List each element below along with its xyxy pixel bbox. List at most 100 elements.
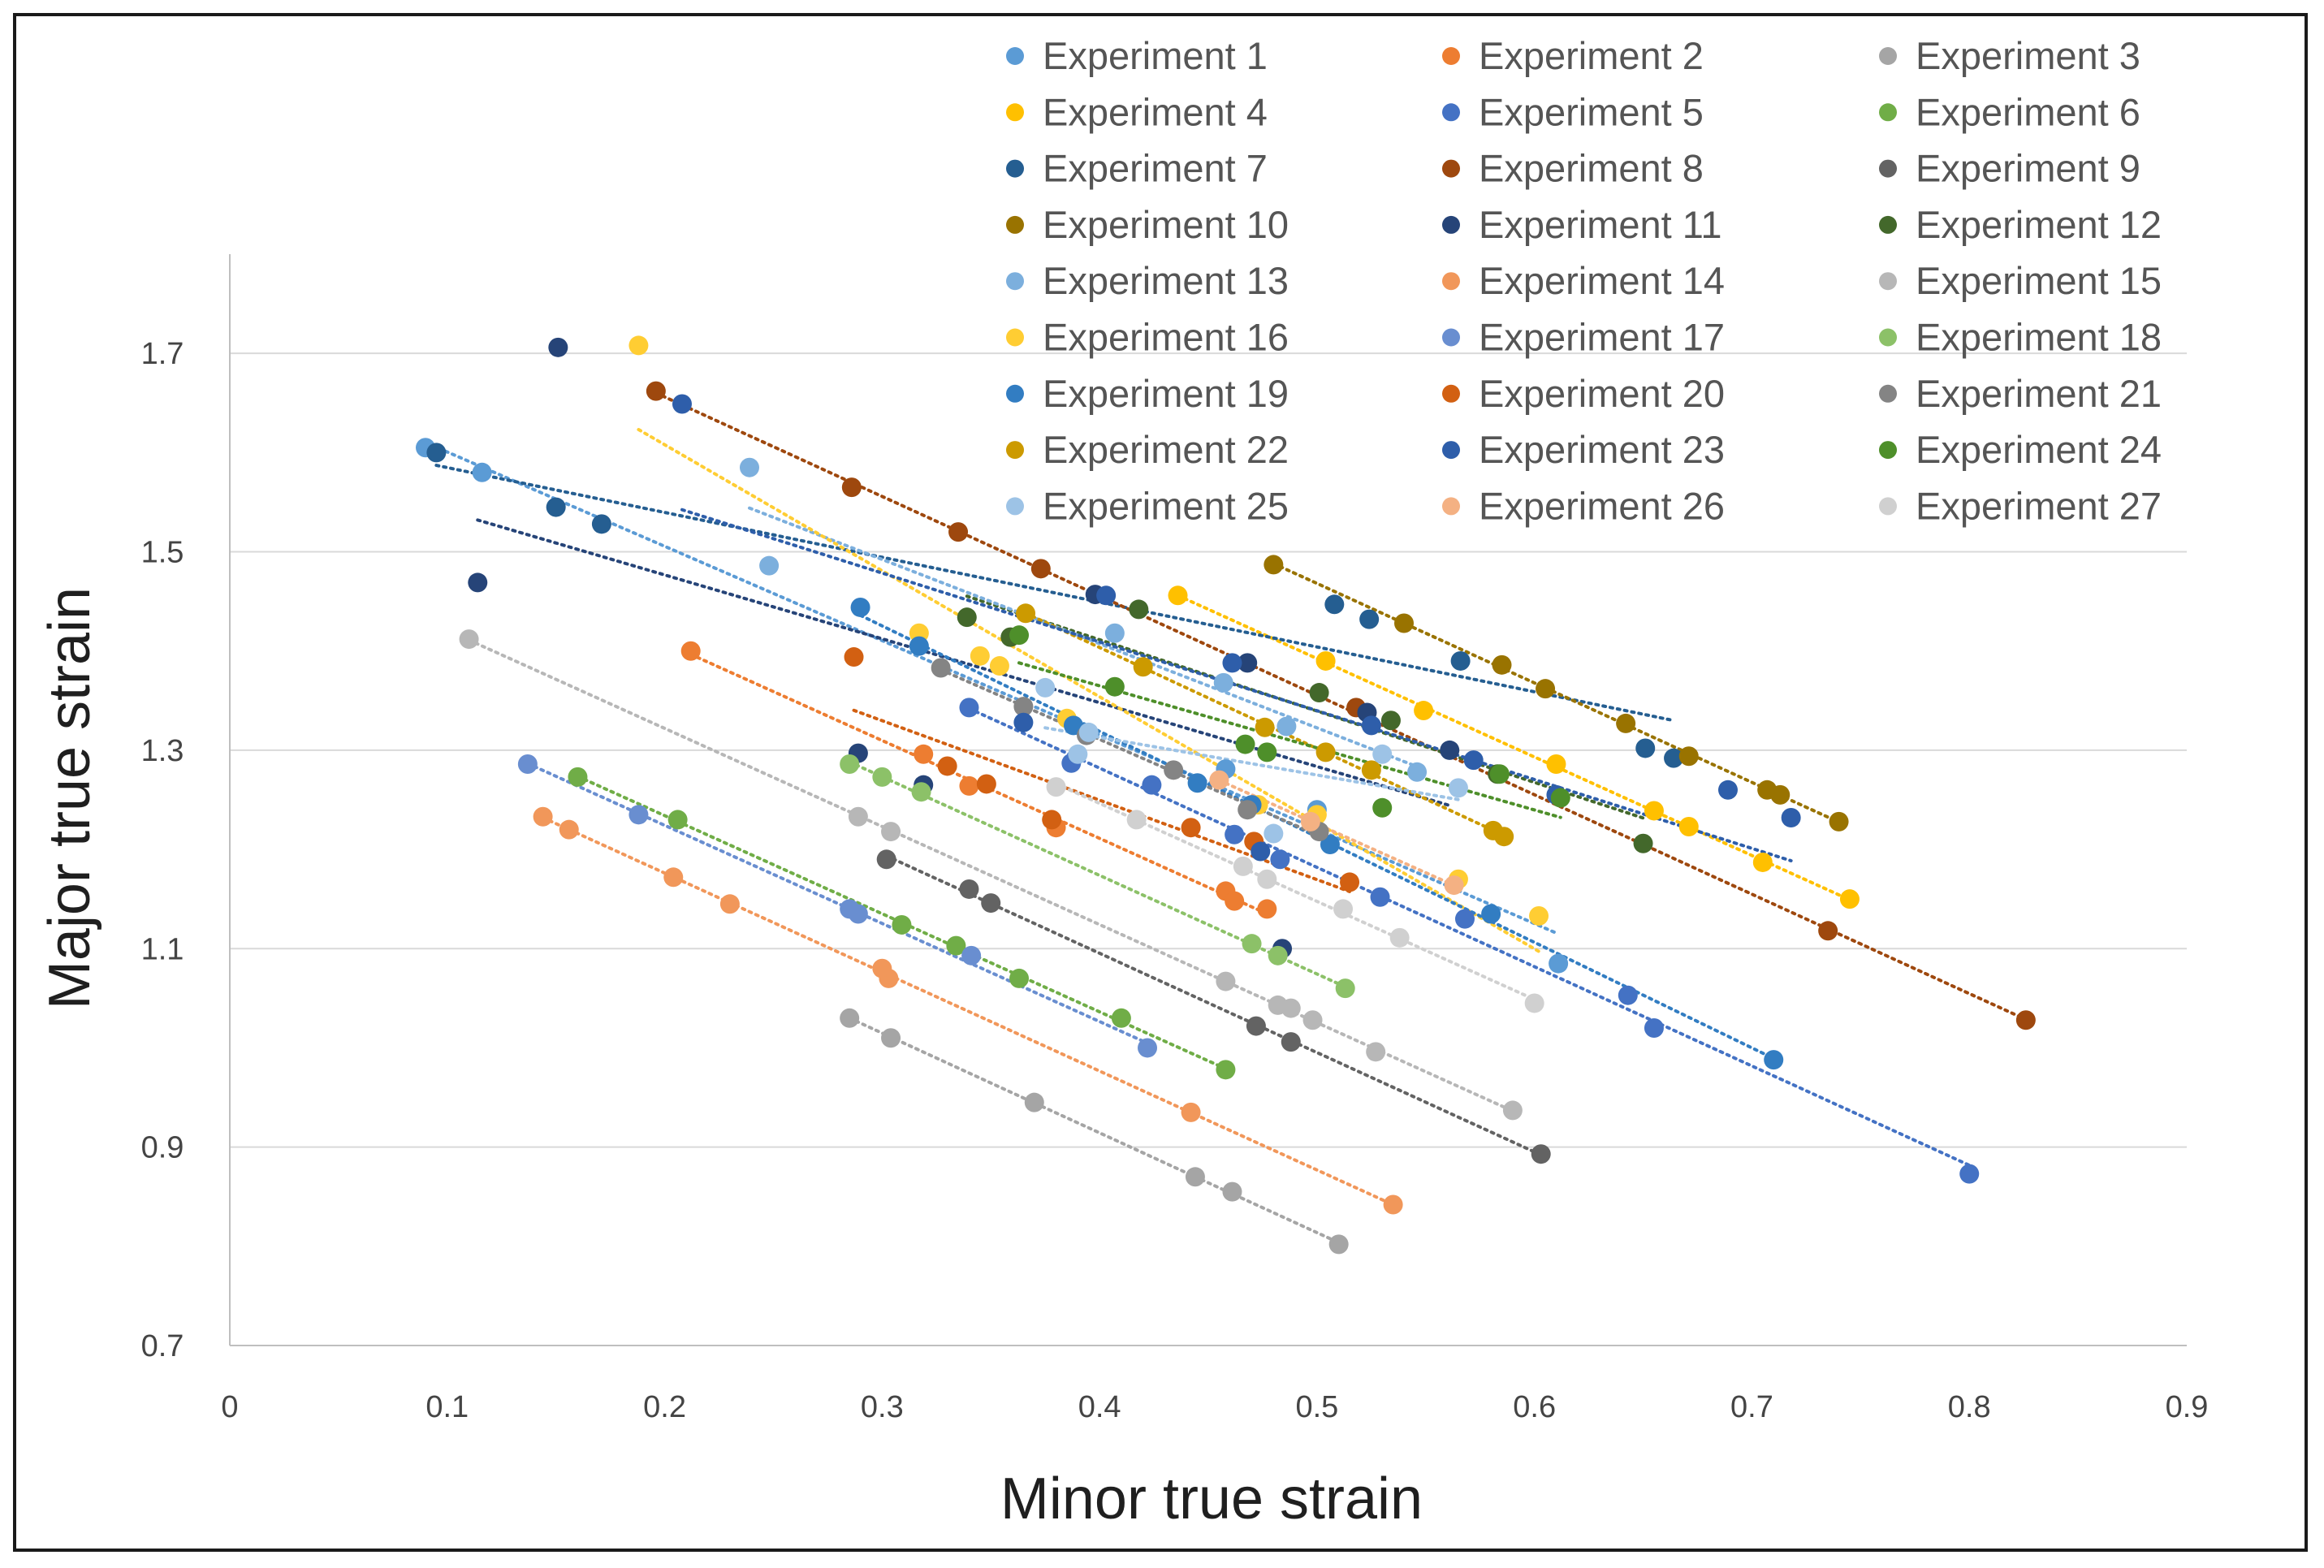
data-point-experiment-3 (1328, 1234, 1349, 1255)
trendline-experiment-15 (467, 638, 1514, 1113)
data-point-experiment-3 (840, 1008, 860, 1028)
data-point-experiment-6 (1216, 1060, 1236, 1080)
data-point-experiment-13 (739, 457, 759, 477)
data-point-experiment-14 (879, 968, 899, 988)
x-tick-label: 0.2 (643, 1390, 686, 1424)
legend-marker (1879, 47, 1897, 65)
data-point-experiment-25 (1264, 823, 1284, 844)
legend-label: Experiment 17 (1479, 316, 1725, 359)
x-tick-label: 0.4 (1078, 1390, 1121, 1424)
data-point-experiment-18 (911, 782, 931, 802)
y-tick-label: 0.9 (141, 1131, 184, 1165)
legend-label: Experiment 21 (1916, 372, 2162, 415)
trendline-experiment-1 (424, 440, 1561, 936)
data-point-experiment-7 (1664, 748, 1684, 768)
legend-label: Experiment 8 (1479, 147, 1704, 190)
data-point-experiment-10 (1829, 811, 1849, 832)
data-point-experiment-26 (1444, 875, 1464, 896)
data-point-experiment-17 (1138, 1038, 1158, 1058)
data-point-experiment-20 (937, 756, 957, 776)
data-point-experiment-12 (1309, 683, 1329, 703)
trendline-experiment-25 (1043, 726, 1460, 801)
legend-label: Experiment 4 (1043, 90, 1268, 133)
data-point-experiment-10 (1536, 679, 1556, 699)
trendline-experiment-23 (680, 508, 1793, 863)
legend-label: Experiment 2 (1479, 34, 1704, 77)
data-point-experiment-24 (1550, 788, 1570, 808)
legend-label: Experiment 13 (1043, 259, 1289, 302)
trendline-experiment-3 (848, 1016, 1341, 1245)
legend-marker (1442, 47, 1460, 65)
data-point-experiment-26 (1300, 811, 1320, 832)
data-point-experiment-23 (1463, 750, 1484, 771)
data-point-experiment-15 (1302, 1010, 1323, 1030)
legend-marker (1006, 328, 1024, 347)
data-point-experiment-21 (1238, 800, 1258, 820)
data-point-experiment-7 (1359, 609, 1380, 629)
data-point-experiment-22 (1361, 760, 1381, 780)
data-point-experiment-15 (1281, 998, 1301, 1018)
legend-marker (1442, 103, 1460, 122)
data-point-experiment-24 (1257, 742, 1277, 762)
x-axis-title: Minor true strain (1000, 1466, 1423, 1531)
legend: Experiment 1 Experiment 2 Experiment 3 Expe… (1006, 34, 2162, 527)
legend-label: Experiment 3 (1916, 34, 2140, 77)
data-point-experiment-14 (1383, 1194, 1403, 1215)
trendline-experiment-7 (434, 464, 1676, 723)
y-axis-title: Major true strain (37, 587, 102, 1009)
data-point-experiment-22 (1255, 717, 1275, 737)
data-point-experiment-19 (1764, 1050, 1784, 1070)
data-point-experiment-5 (1959, 1164, 1980, 1184)
data-point-experiment-16 (1529, 905, 1549, 926)
data-point-experiment-20 (1340, 872, 1360, 892)
data-point-experiment-25 (1448, 778, 1468, 798)
data-point-experiment-4 (1315, 650, 1336, 671)
data-point-experiment-24 (1104, 676, 1125, 697)
legend-marker (1442, 272, 1460, 291)
data-point-experiment-27 (1046, 777, 1066, 797)
legend-label: Experiment 24 (1916, 428, 2162, 471)
data-point-experiment-8 (948, 522, 969, 542)
data-point-experiment-18 (1268, 945, 1288, 965)
data-point-experiment-1 (472, 462, 492, 482)
data-point-experiment-6 (1009, 968, 1030, 988)
trendline-experiment-16 (637, 428, 1541, 953)
legend-marker (1879, 441, 1897, 460)
axes (229, 254, 2187, 1346)
trendline-experiment-5 (967, 706, 1972, 1168)
data-point-experiment-19 (1320, 834, 1340, 854)
legend-label: Experiment 27 (1916, 484, 2162, 527)
legend-marker (1006, 272, 1024, 291)
data-point-experiment-3 (1222, 1181, 1242, 1202)
data-point-experiment-13 (1213, 672, 1233, 693)
data-point-experiment-21 (1013, 697, 1034, 717)
data-point-experiment-18 (840, 754, 860, 775)
data-point-experiment-15 (1366, 1042, 1386, 1062)
data-point-experiment-24 (1009, 625, 1030, 646)
data-point-experiment-15 (881, 822, 901, 842)
y-tick-label: 1.7 (141, 337, 184, 371)
data-point-experiment-13 (1407, 762, 1428, 782)
data-point-experiment-20 (1181, 818, 1201, 838)
data-point-experiment-14 (1181, 1102, 1201, 1122)
data-point-experiment-9 (1281, 1032, 1301, 1052)
gridlines (230, 352, 2187, 1148)
data-point-experiment-21 (1164, 760, 1184, 780)
data-point-experiment-23 (1781, 807, 1801, 827)
data-point-experiment-8 (2015, 1010, 2036, 1030)
legend-label: Experiment 18 (1916, 316, 2162, 359)
data-point-experiment-4 (1644, 801, 1664, 821)
data-point-experiment-27 (1257, 869, 1277, 889)
data-point-experiment-7 (1324, 594, 1345, 615)
data-point-experiment-8 (841, 477, 862, 498)
data-point-experiment-25 (1078, 722, 1099, 742)
data-point-experiment-6 (946, 935, 966, 956)
data-point-experiment-9 (959, 879, 979, 899)
trendline-experiment-10 (1272, 562, 1841, 824)
data-point-experiment-15 (1216, 971, 1236, 991)
trendline-experiment-12 (965, 594, 1645, 820)
data-point-experiment-10 (1616, 713, 1636, 733)
data-point-experiment-27 (1333, 899, 1354, 919)
data-point-experiment-15 (459, 629, 479, 650)
legend-label: Experiment 16 (1043, 316, 1289, 359)
